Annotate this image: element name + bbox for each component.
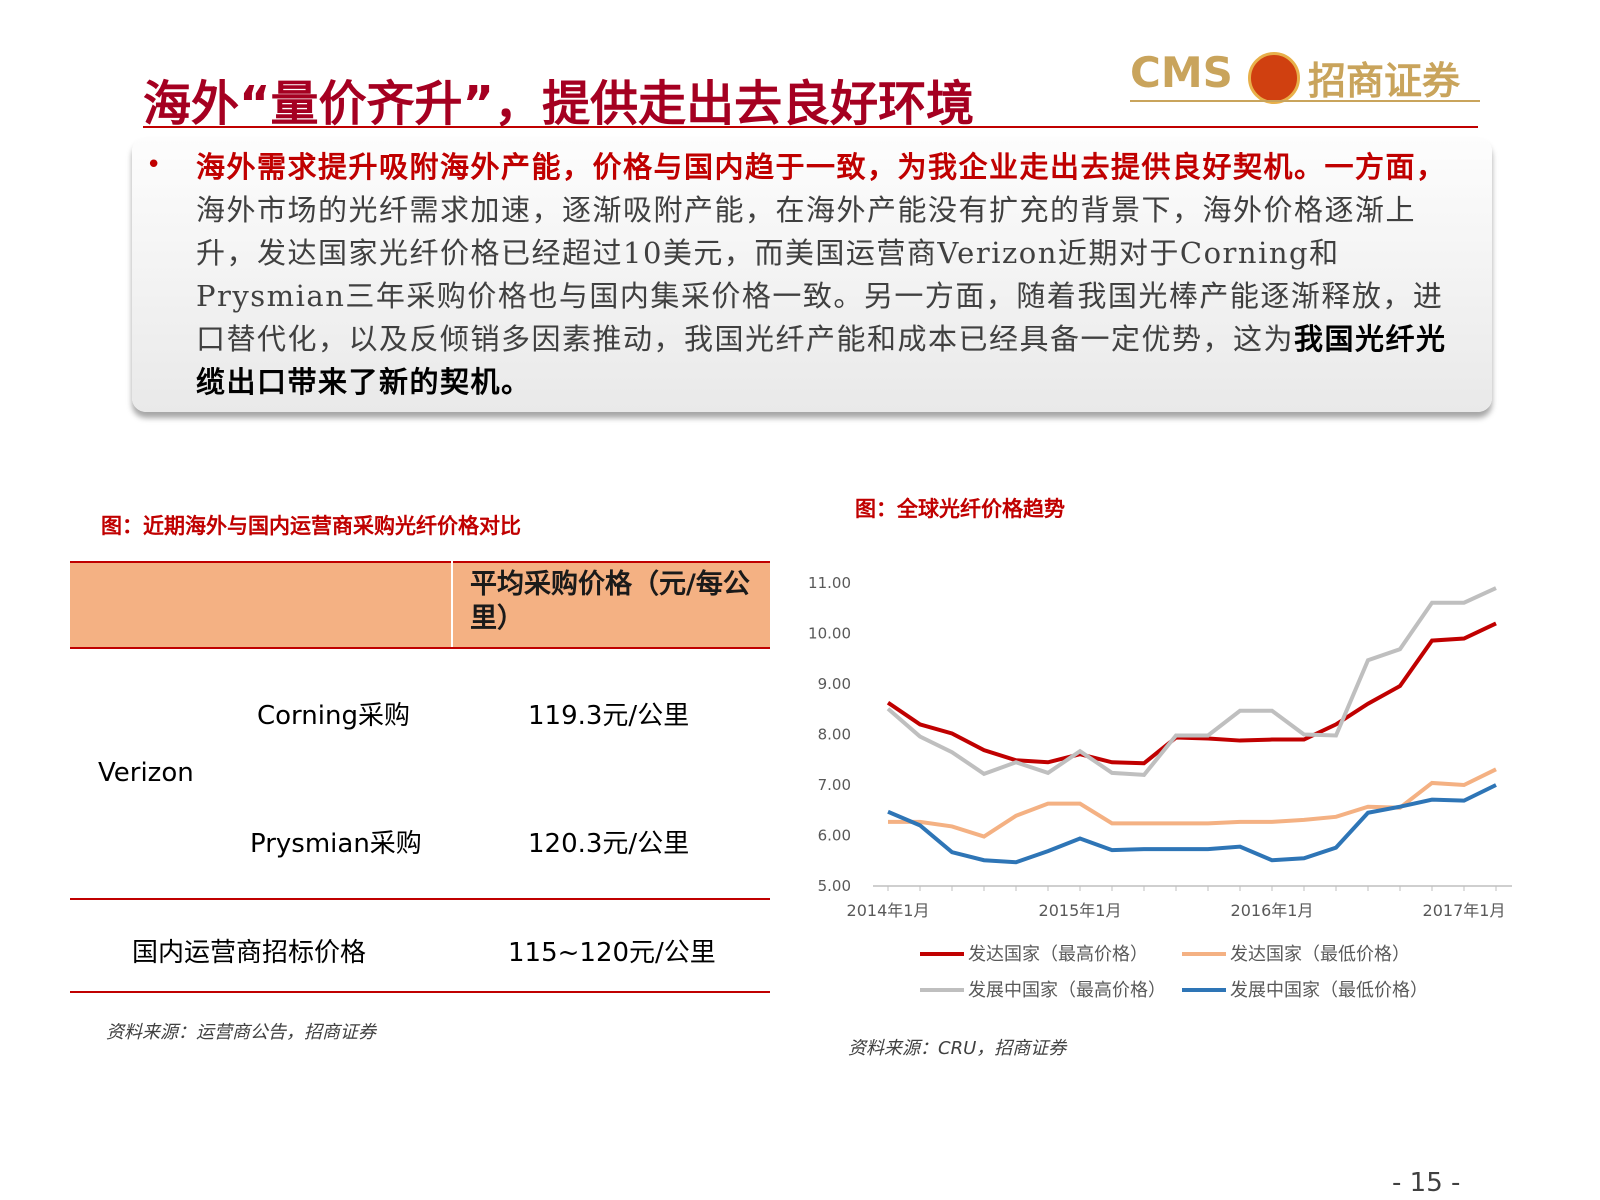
- x-tick-label: 2015年1月: [1039, 901, 1122, 920]
- table-header: [70, 561, 770, 649]
- bullet-ending: 我国光纤光缆出口带来了新的契机。: [196, 322, 1447, 399]
- table-title: 图：近期海外与国内运营商采购光纤价格对比: [101, 514, 521, 538]
- bullet-text: 海外需求提升吸附海外产能，价格与国内趋于一致，为我企业走出去提供良好契机。一方面…: [196, 146, 1466, 404]
- y-tick-label: 6.00: [818, 827, 851, 845]
- row-value: 120.3元/公里: [528, 829, 690, 859]
- series-line: [887, 783, 1497, 865]
- logo-rule: [1130, 100, 1480, 102]
- chart-title: 图：全球光纤价格趋势: [855, 497, 1065, 521]
- y-tick-label: 9.00: [818, 675, 851, 693]
- row-value: 115~120元/公里: [508, 938, 716, 968]
- table-rule: [70, 991, 770, 993]
- legend-label: 发展中国家（最低价格）: [1230, 980, 1428, 1001]
- series-line: [886, 586, 1497, 777]
- x-tick-label: 2016年1月: [1231, 901, 1314, 920]
- series-line: [886, 621, 1497, 766]
- group-label: Verizon: [98, 758, 194, 788]
- y-tick-label: 10.00: [808, 625, 851, 643]
- bullet-body: 海外市场的光纤需求加速，逐渐吸附产能，在海外产能没有扩充的背景下，海外价格逐渐上…: [196, 193, 1444, 356]
- bullet-lead: 海外需求提升吸附海外产能，价格与国内趋于一致，为我企业走出去提供良好契机。一方面…: [196, 150, 1447, 184]
- row-label: Prysmian采购: [250, 829, 422, 859]
- legend-label: 发达国家（最低价格）: [1230, 944, 1410, 965]
- y-tick-label: 7.00: [818, 776, 851, 794]
- logo-name: 招商证券: [1308, 59, 1461, 103]
- bullet-box: [132, 137, 1492, 412]
- legend-label: 发展中国家（最高价格）: [968, 980, 1166, 1001]
- logo-icon: [1248, 52, 1300, 104]
- table-source: 资料来源：运营商公告，招商证券: [106, 1022, 376, 1043]
- page-title: 海外“量价齐升”，提供走出去良好环境: [143, 76, 975, 132]
- table-header-cell: 平均采购价格（元/每公里）: [470, 569, 750, 634]
- y-tick-label: 8.00: [818, 726, 851, 744]
- x-tick-label: 2014年1月: [847, 901, 930, 920]
- row-label: Corning采购: [257, 701, 410, 731]
- table-rule: [70, 898, 770, 900]
- row-label: 国内运营商招标价格: [132, 938, 367, 968]
- chart-source: 资料来源：CRU，招商证券: [848, 1038, 1068, 1059]
- page-number: - 15 -: [1392, 1168, 1461, 1198]
- legend-label: 发达国家（最高价格）: [968, 944, 1148, 965]
- series-line: [888, 767, 1497, 839]
- logo-brand: CMS: [1130, 48, 1233, 97]
- bullet-dot: •: [146, 150, 162, 180]
- title-rule: [143, 126, 1478, 128]
- y-tick-label: 11.00: [808, 574, 851, 592]
- y-tick-label: 5.00: [818, 877, 851, 895]
- x-tick-label: 2017年1月: [1423, 901, 1506, 920]
- row-value: 119.3元/公里: [528, 701, 690, 731]
- header-divider: [451, 561, 453, 647]
